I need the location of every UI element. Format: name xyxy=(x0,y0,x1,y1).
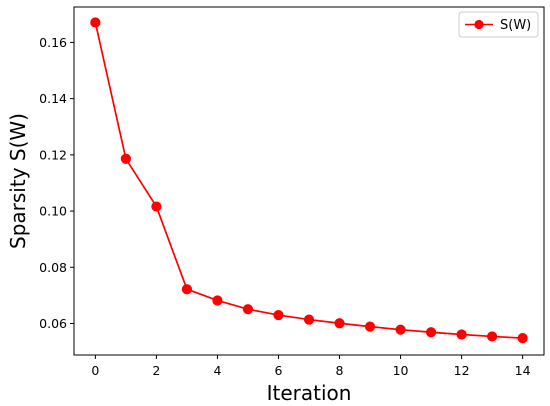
y-tick-label: 0.14 xyxy=(39,91,67,106)
data-point xyxy=(90,17,101,28)
data-point xyxy=(303,314,315,325)
data-point xyxy=(151,201,162,212)
data-point xyxy=(364,321,376,332)
axes-frame xyxy=(73,6,545,356)
x-axis-title: Iteration xyxy=(267,381,352,405)
y-tick-label: 0.08 xyxy=(39,260,67,275)
x-tick-label: 4 xyxy=(213,363,221,378)
y-axis-ticks: 0.06 0.08 0.10 0.12 0.14 0.16 xyxy=(39,35,74,331)
y-tick-label: 0.06 xyxy=(39,316,67,331)
y-tick-label: 0.16 xyxy=(39,35,67,50)
x-axis-ticks: 0 2 4 6 8 10 12 14 xyxy=(91,355,531,378)
data-point xyxy=(212,295,223,306)
plot-series xyxy=(90,17,528,344)
data-point xyxy=(120,153,131,164)
data-point xyxy=(334,318,345,329)
data-point xyxy=(456,329,467,340)
legend-box xyxy=(458,11,539,38)
x-tick-label: 10 xyxy=(393,363,409,378)
x-tick-label: 12 xyxy=(454,363,470,378)
y-tick-label: 0.10 xyxy=(39,204,67,219)
x-tick-label: 14 xyxy=(515,363,531,378)
data-point xyxy=(242,304,254,315)
x-tick-label: 6 xyxy=(275,363,283,378)
x-tick-label: 0 xyxy=(91,363,99,378)
data-point xyxy=(181,284,193,295)
y-tick-label: 0.12 xyxy=(39,147,67,162)
y-axis-title: Sparsity S(W) xyxy=(6,113,30,249)
data-point xyxy=(273,309,284,321)
data-point xyxy=(517,333,528,344)
x-tick-label: 8 xyxy=(336,363,344,378)
legend: S(W) xyxy=(458,11,539,38)
legend-series-label: S(W) xyxy=(500,18,531,33)
data-point xyxy=(487,331,498,342)
legend-series-marker xyxy=(474,19,484,30)
data-point xyxy=(395,324,406,335)
x-tick-label: 2 xyxy=(152,363,160,378)
data-point xyxy=(425,327,437,338)
